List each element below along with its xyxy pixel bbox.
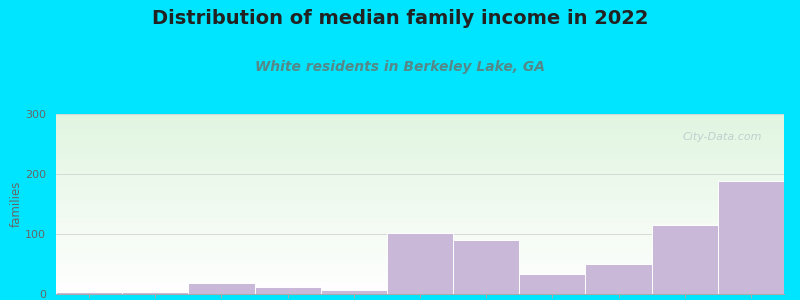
Y-axis label: families: families [10, 181, 22, 227]
Bar [188, 283, 254, 294]
Bar [586, 264, 652, 294]
Bar [718, 181, 784, 294]
Text: Distribution of median family income in 2022: Distribution of median family income in … [152, 9, 648, 28]
Bar [387, 233, 453, 294]
Bar [652, 225, 718, 294]
Text: City-Data.com: City-Data.com [682, 132, 762, 142]
Bar [56, 292, 122, 294]
Bar [254, 287, 321, 294]
Bar [519, 274, 586, 294]
Bar [453, 240, 519, 294]
Bar [122, 292, 188, 294]
Text: White residents in Berkeley Lake, GA: White residents in Berkeley Lake, GA [255, 60, 545, 74]
Bar [321, 290, 387, 294]
